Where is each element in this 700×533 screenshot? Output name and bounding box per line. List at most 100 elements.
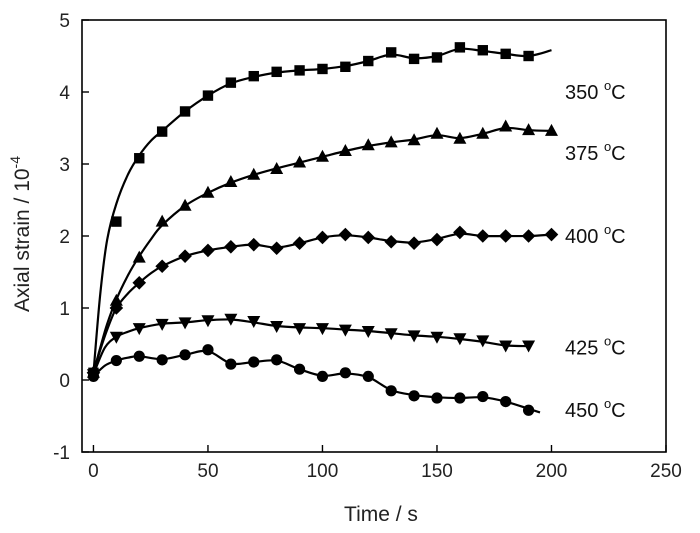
marker-350 xyxy=(477,45,488,56)
series-label-degree: o xyxy=(604,139,611,154)
series-label-value: 450 xyxy=(565,400,604,422)
series-label-unit: C xyxy=(611,226,625,248)
marker-400 xyxy=(269,241,284,256)
marker-375 xyxy=(430,126,444,139)
marker-350 xyxy=(408,53,420,65)
series-label-unit: C xyxy=(611,400,625,422)
marker-375 xyxy=(270,162,284,175)
marker-450 xyxy=(293,363,306,375)
marker-350 xyxy=(202,90,214,101)
x-tick-label: 100 xyxy=(307,461,339,482)
marker-350 xyxy=(156,126,168,137)
marker-450 xyxy=(385,385,397,397)
series-label-value: 350 xyxy=(565,82,604,104)
x-tick-label: 50 xyxy=(197,461,218,482)
marker-425 xyxy=(361,326,375,339)
marker-450 xyxy=(87,370,100,382)
marker-350 xyxy=(385,47,397,58)
marker-450 xyxy=(156,354,168,366)
series-label-degree: o xyxy=(604,334,611,349)
marker-450 xyxy=(522,404,535,416)
marker-425 xyxy=(430,331,444,344)
series-label-unit: C xyxy=(611,82,625,104)
marker-400 xyxy=(384,234,398,249)
marker-350 xyxy=(431,52,443,63)
series-label-degree: o xyxy=(604,396,611,411)
marker-375 xyxy=(407,133,421,146)
marker-450 xyxy=(271,354,283,366)
marker-450 xyxy=(362,370,374,382)
y-tick-label: -1 xyxy=(53,443,70,464)
marker-375 xyxy=(522,123,536,136)
marker-375 xyxy=(384,135,398,148)
marker-425 xyxy=(453,333,467,346)
marker-425 xyxy=(315,323,329,336)
marker-375 xyxy=(338,144,352,157)
marker-375 xyxy=(201,185,215,198)
marker-400 xyxy=(453,225,467,240)
y-tick-label: 1 xyxy=(59,299,70,320)
marker-425 xyxy=(132,323,146,336)
marker-450 xyxy=(477,390,489,403)
marker-425 xyxy=(499,340,513,353)
series-label-375: 375 oC xyxy=(565,139,626,165)
series-label-350: 350 oC xyxy=(565,78,626,104)
series-label-400: 400 oC xyxy=(565,222,626,248)
series-label-value: 375 xyxy=(565,143,604,165)
marker-350 xyxy=(248,70,259,82)
y-tick-label: 4 xyxy=(59,83,70,104)
marker-375 xyxy=(293,155,307,168)
y-axis-title-exponent: -4 xyxy=(7,156,23,169)
marker-375 xyxy=(155,214,169,227)
marker-375 xyxy=(476,126,490,139)
marker-400 xyxy=(292,236,307,250)
marker-400 xyxy=(155,259,169,274)
y-tick-label: 0 xyxy=(59,371,70,392)
marker-400 xyxy=(498,229,513,243)
marker-350 xyxy=(500,48,511,60)
marker-450 xyxy=(339,367,351,379)
marker-425 xyxy=(247,315,261,328)
marker-450 xyxy=(202,344,214,356)
marker-400 xyxy=(430,232,444,247)
series-label-degree: o xyxy=(604,222,611,237)
marker-350 xyxy=(179,106,191,117)
series-label-450: 450 oC xyxy=(565,396,626,422)
x-axis-title: Time / s xyxy=(344,503,418,526)
series-label-value: 425 xyxy=(565,338,604,360)
marker-375 xyxy=(224,175,238,187)
marker-450 xyxy=(316,370,329,382)
marker-350 xyxy=(271,66,282,78)
marker-450 xyxy=(454,392,466,404)
marker-400 xyxy=(407,236,421,250)
marker-425 xyxy=(522,340,536,353)
y-tick-label: 3 xyxy=(59,155,70,176)
y-tick-label: 5 xyxy=(59,11,70,32)
marker-350 xyxy=(340,61,351,72)
marker-350 xyxy=(363,55,374,67)
y-axis-title-main: Axial strain / 10 xyxy=(11,168,34,312)
curve-425 xyxy=(92,318,529,375)
curve-400 xyxy=(92,232,552,374)
marker-450 xyxy=(248,356,260,368)
ticks-group: 0 50 100 150 200 250 -1 0 1 2 3 4 5 xyxy=(53,11,682,482)
marker-425 xyxy=(270,321,284,333)
marker-350 xyxy=(225,77,237,88)
marker-450 xyxy=(133,350,145,362)
marker-425 xyxy=(224,313,238,326)
marker-375 xyxy=(132,250,146,263)
marker-400 xyxy=(224,240,238,254)
marker-425 xyxy=(109,331,123,344)
marker-375 xyxy=(315,149,329,162)
marker-350 xyxy=(317,63,328,75)
series-label-value: 400 xyxy=(565,226,604,248)
marker-350 xyxy=(523,50,534,62)
marker-400 xyxy=(315,230,330,245)
marker-400 xyxy=(201,243,215,258)
x-tick-label: 200 xyxy=(536,461,568,482)
marker-375 xyxy=(499,119,513,132)
marker-425 xyxy=(407,330,421,343)
marker-350 xyxy=(294,65,305,76)
marker-450 xyxy=(110,354,122,367)
